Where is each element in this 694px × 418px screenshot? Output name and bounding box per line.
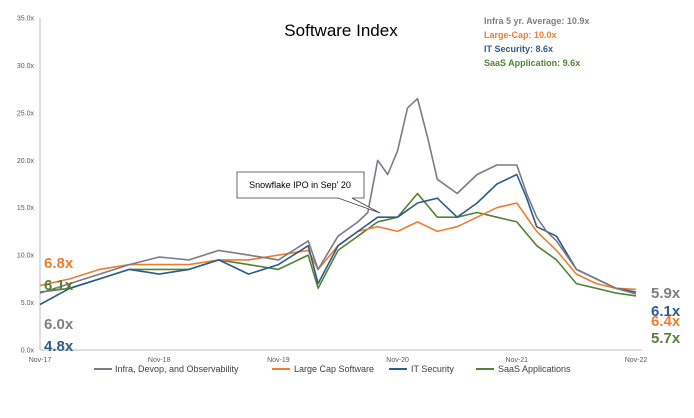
end-label-saas: 5.7x [651,330,681,347]
legend-label-large-cap: Large Cap Software [294,364,374,374]
x-tick-label: Nov-18 [148,357,171,364]
legend: Infra, Devop, and Observability Large Ca… [94,364,571,374]
chart-title: Software Index [284,21,398,40]
x-tick-label: Nov-17 [29,357,52,364]
y-tick-label: 15.0x [17,205,35,212]
callout-text: Snowflake IPO in Sep' 20 [249,180,351,190]
x-tick-label: Nov-19 [267,357,290,364]
start-label-infra: 6.0x [44,316,74,333]
end-label-large-cap: 6.4x [651,313,681,330]
start-label-it-security: 4.8x [44,338,74,355]
legend-label-infra: Infra, Devop, and Observability [115,364,239,374]
legend-label-saas: SaaS Applications [498,364,571,374]
avg-infra-label: Infra 5 yr. Average: 10.9x [484,16,589,26]
average-annotations: Infra 5 yr. Average: 10.9x Large-Cap: 10… [484,16,589,68]
y-tick-label: 30.0x [17,63,35,70]
series-start-labels: 6.8x 6.1x 6.0x 4.8x [44,255,74,355]
y-tick-label: 0.0x [21,348,35,355]
end-label-it-security: 6.1x [651,303,681,320]
end-label-infra: 5.9x [651,285,681,302]
snowflake-callout: Snowflake IPO in Sep' 20 [236,171,381,214]
y-tick-label: 25.0x [17,110,35,117]
series-line-saas-applications [39,192,637,297]
series-end-labels: 5.9x 6.1x 6.4x 5.7x [651,285,681,347]
start-label-large-cap: 6.8x [44,255,74,272]
series-lines [39,97,637,306]
series-line-infra-devop-and-observability [39,97,637,295]
start-label-saas: 6.1x [44,277,74,294]
y-tick-label: 10.0x [17,253,35,260]
x-axis: Nov-17 Nov-18 Nov-19 Nov-20 Nov-21 Nov-22 [29,349,648,364]
y-tick-label: 20.0x [17,158,35,165]
y-tick-label: 35.0x [17,16,35,23]
x-tick-label: Nov-22 [625,357,648,364]
callout-box [236,171,381,214]
legend-label-it-security: IT Security [411,364,454,374]
x-tick-label: Nov-20 [386,357,409,364]
y-axis: 0.0x 5.0x 10.0x 15.0x 20.0x 25.0x 30.0x 35.0x [17,16,41,355]
x-tick-label: Nov-21 [506,357,529,364]
avg-saas-label: SaaS Application: 9.6x [484,58,580,68]
avg-it-security-label: IT Security: 8.6x [484,44,553,54]
avg-large-cap-label: Large-Cap: 10.0x [484,30,557,40]
series-line-large-cap-software [39,202,637,291]
y-tick-label: 5.0x [21,300,35,307]
